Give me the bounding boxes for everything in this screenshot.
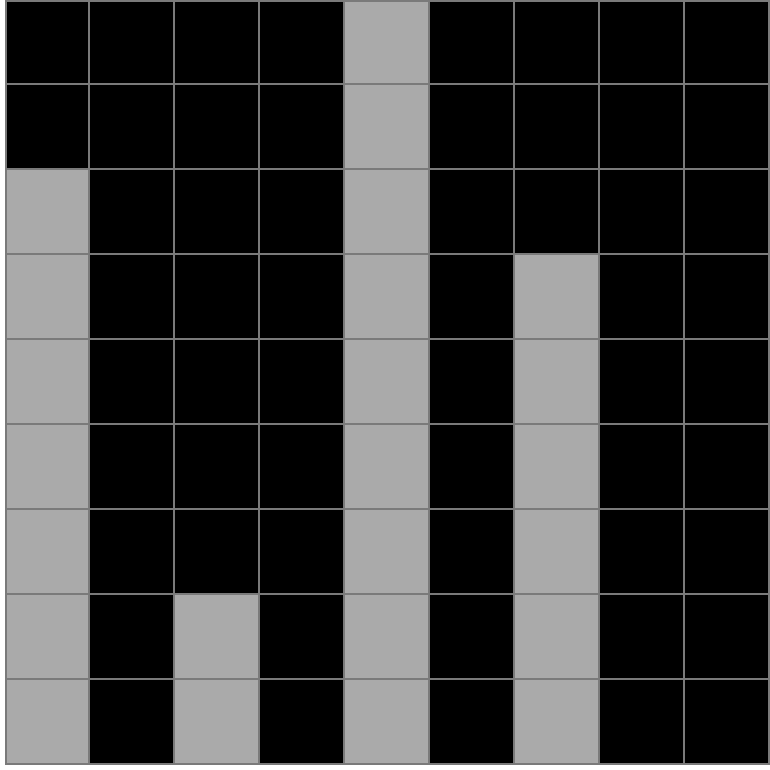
empty-cell[interactable]	[90, 255, 175, 340]
empty-cell[interactable]	[90, 595, 175, 680]
empty-cell[interactable]	[90, 85, 175, 170]
empty-cell[interactable]	[515, 85, 600, 170]
empty-cell[interactable]	[685, 340, 770, 425]
filled-cell[interactable]	[515, 595, 600, 680]
empty-cell[interactable]	[260, 255, 345, 340]
filled-cell[interactable]	[515, 340, 600, 425]
filled-cell[interactable]	[345, 425, 430, 510]
empty-cell[interactable]	[600, 340, 685, 425]
filled-cell[interactable]	[515, 425, 600, 510]
filled-cell[interactable]	[5, 425, 90, 510]
empty-cell[interactable]	[430, 425, 515, 510]
empty-cell[interactable]	[260, 425, 345, 510]
empty-cell[interactable]	[430, 85, 515, 170]
filled-cell[interactable]	[5, 170, 90, 255]
empty-cell[interactable]	[430, 680, 515, 765]
game-board	[5, 0, 770, 765]
empty-cell[interactable]	[430, 510, 515, 595]
filled-cell[interactable]	[515, 255, 600, 340]
filled-cell[interactable]	[175, 595, 260, 680]
empty-cell[interactable]	[90, 680, 175, 765]
filled-cell[interactable]	[345, 0, 430, 85]
empty-cell[interactable]	[600, 425, 685, 510]
empty-cell[interactable]	[515, 0, 600, 85]
empty-cell[interactable]	[260, 680, 345, 765]
filled-cell[interactable]	[515, 680, 600, 765]
empty-cell[interactable]	[600, 0, 685, 85]
filled-cell[interactable]	[345, 510, 430, 595]
empty-cell[interactable]	[685, 170, 770, 255]
empty-cell[interactable]	[600, 170, 685, 255]
empty-cell[interactable]	[175, 0, 260, 85]
filled-cell[interactable]	[345, 595, 430, 680]
empty-cell[interactable]	[685, 595, 770, 680]
filled-cell[interactable]	[345, 340, 430, 425]
empty-cell[interactable]	[5, 0, 90, 85]
empty-cell[interactable]	[90, 170, 175, 255]
empty-cell[interactable]	[90, 425, 175, 510]
empty-cell[interactable]	[430, 170, 515, 255]
empty-cell[interactable]	[600, 680, 685, 765]
filled-cell[interactable]	[5, 255, 90, 340]
empty-cell[interactable]	[600, 595, 685, 680]
empty-cell[interactable]	[685, 680, 770, 765]
filled-cell[interactable]	[5, 680, 90, 765]
empty-cell[interactable]	[685, 425, 770, 510]
empty-cell[interactable]	[685, 510, 770, 595]
filled-cell[interactable]	[345, 170, 430, 255]
empty-cell[interactable]	[600, 85, 685, 170]
empty-cell[interactable]	[260, 170, 345, 255]
empty-cell[interactable]	[175, 85, 260, 170]
empty-cell[interactable]	[175, 510, 260, 595]
filled-cell[interactable]	[515, 510, 600, 595]
filled-cell[interactable]	[345, 85, 430, 170]
empty-cell[interactable]	[515, 170, 600, 255]
empty-cell[interactable]	[685, 85, 770, 170]
empty-cell[interactable]	[260, 340, 345, 425]
empty-cell[interactable]	[175, 425, 260, 510]
empty-cell[interactable]	[600, 255, 685, 340]
empty-cell[interactable]	[260, 510, 345, 595]
empty-cell[interactable]	[260, 85, 345, 170]
filled-cell[interactable]	[175, 680, 260, 765]
empty-cell[interactable]	[90, 340, 175, 425]
filled-cell[interactable]	[5, 595, 90, 680]
filled-cell[interactable]	[345, 255, 430, 340]
empty-cell[interactable]	[5, 85, 90, 170]
empty-cell[interactable]	[90, 0, 175, 85]
empty-cell[interactable]	[430, 595, 515, 680]
empty-cell[interactable]	[430, 340, 515, 425]
empty-cell[interactable]	[175, 170, 260, 255]
empty-cell[interactable]	[430, 0, 515, 85]
empty-cell[interactable]	[685, 255, 770, 340]
empty-cell[interactable]	[260, 595, 345, 680]
empty-cell[interactable]	[430, 255, 515, 340]
empty-cell[interactable]	[260, 0, 345, 85]
filled-cell[interactable]	[345, 680, 430, 765]
empty-cell[interactable]	[175, 255, 260, 340]
empty-cell[interactable]	[685, 0, 770, 85]
empty-cell[interactable]	[175, 340, 260, 425]
empty-cell[interactable]	[90, 510, 175, 595]
filled-cell[interactable]	[5, 510, 90, 595]
filled-cell[interactable]	[5, 340, 90, 425]
empty-cell[interactable]	[600, 510, 685, 595]
